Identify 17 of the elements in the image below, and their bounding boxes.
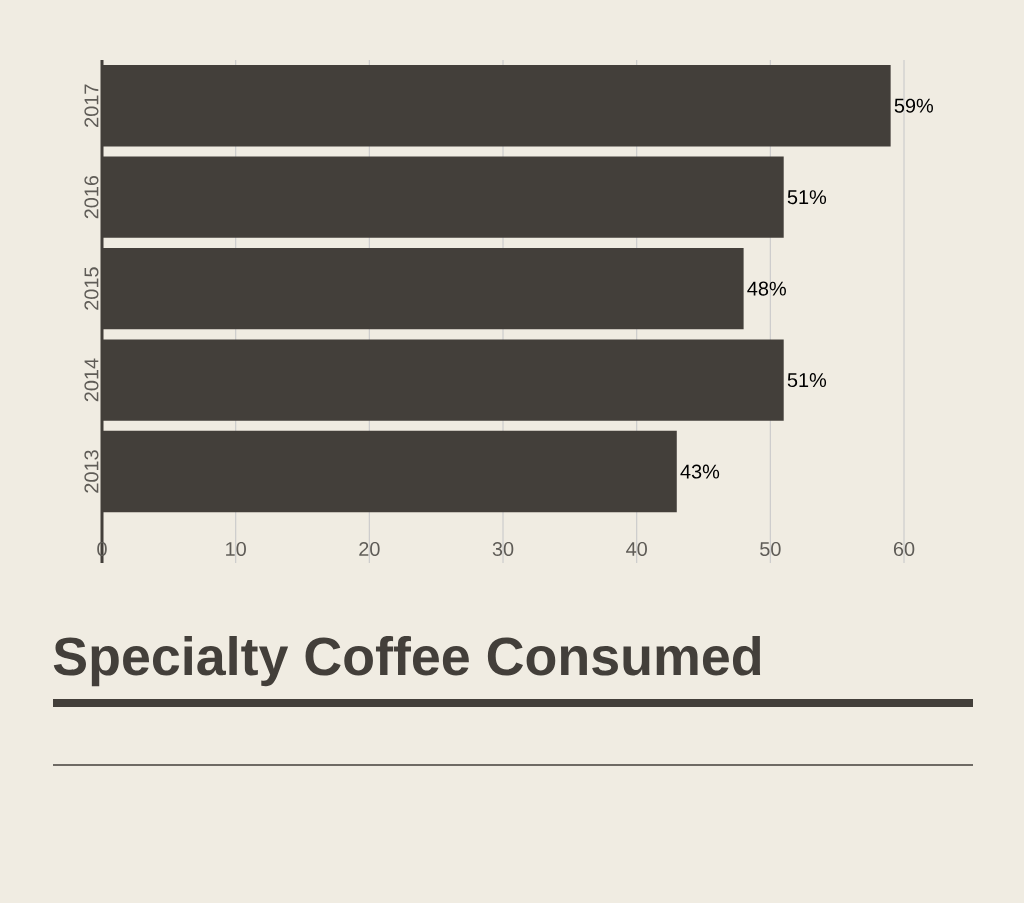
x-tick-label: 50 (760, 541, 781, 557)
x-tick-label: 20 (359, 541, 380, 557)
y-tick-label: 2013 (84, 450, 99, 493)
y-tick-label: 2015 (84, 267, 99, 310)
y-tick-label: 2016 (84, 175, 99, 219)
y-tick-label: 2014 (84, 358, 99, 402)
data-label: 51% (787, 190, 827, 205)
x-tick-label: 60 (893, 541, 915, 557)
x-tick-label: 40 (626, 541, 647, 557)
y-tick-label: 2017 (84, 84, 99, 127)
text: Specialty Coffee Consumed (53, 636, 761, 687)
data-label: 51% (787, 373, 827, 388)
x-tick-label: 30 (492, 541, 514, 557)
data-label: 59% (894, 98, 933, 113)
x-tick-label: 10 (226, 541, 246, 557)
data-label: 43% (680, 464, 720, 479)
data-label: 48% (747, 281, 786, 296)
